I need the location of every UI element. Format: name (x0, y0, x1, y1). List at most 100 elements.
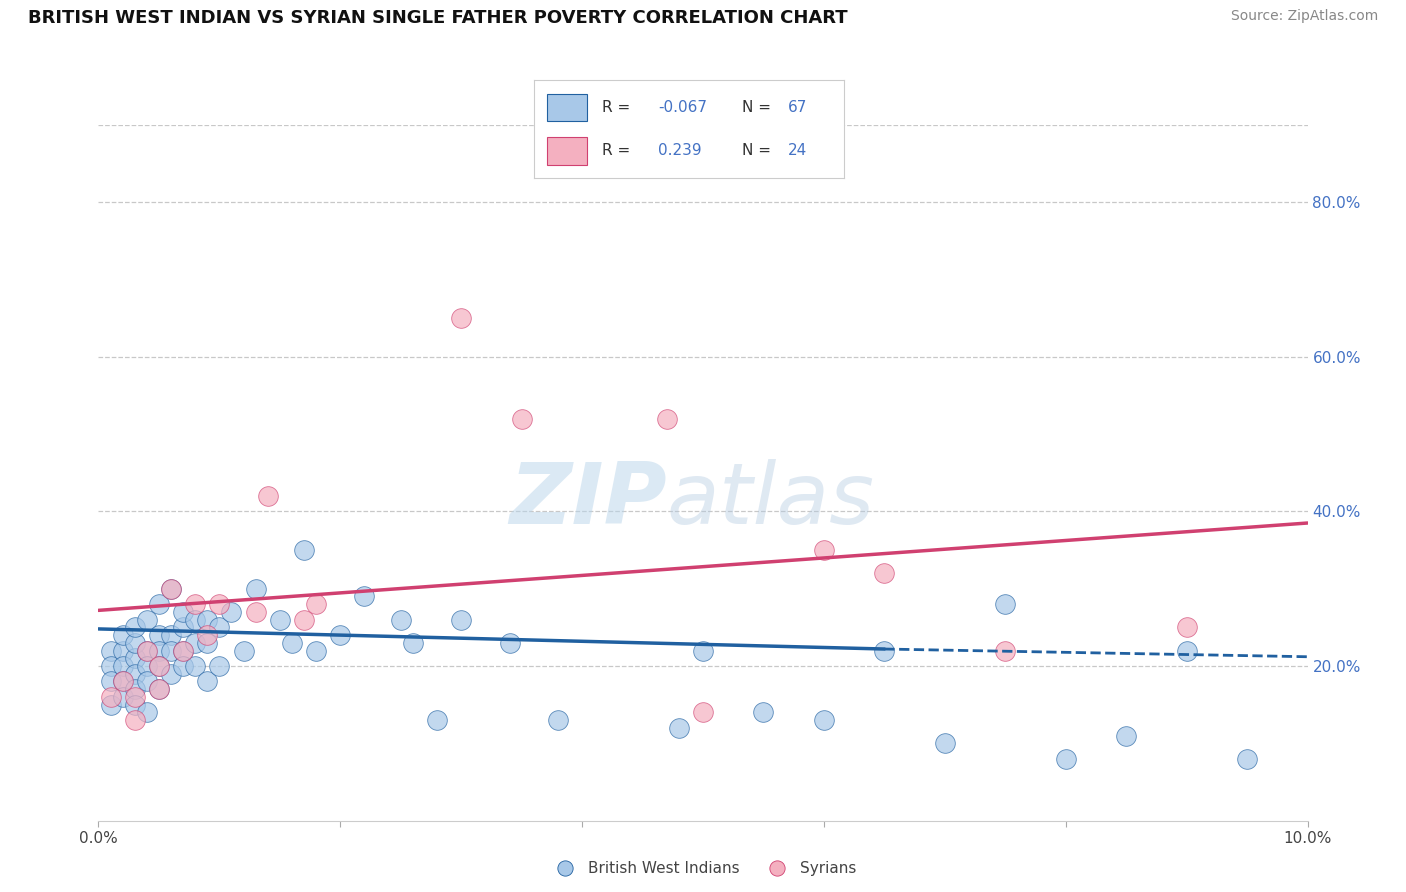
Point (148, 597, 170, 611)
Point (329, 628, 352, 642)
Point (135, 659, 157, 673)
FancyBboxPatch shape (547, 137, 586, 165)
Point (124, 682, 146, 697)
Point (813, 543, 835, 558)
Point (655, 411, 678, 425)
Point (100, 690, 122, 704)
Text: N =: N = (741, 144, 775, 159)
Point (148, 643, 170, 657)
Point (1175, 643, 1198, 657)
Point (994, 597, 1017, 611)
Point (994, 643, 1017, 657)
Point (111, 643, 134, 657)
FancyBboxPatch shape (547, 94, 586, 121)
Point (184, 613, 207, 627)
Point (135, 643, 157, 657)
Point (208, 620, 231, 634)
Point (148, 682, 170, 697)
Point (426, 713, 449, 727)
Point (111, 674, 134, 689)
Point (208, 659, 231, 673)
Point (1175, 620, 1198, 634)
Point (124, 651, 146, 665)
Point (547, 713, 569, 727)
Point (160, 582, 183, 596)
Text: BRITISH WEST INDIAN VS SYRIAN SINGLE FATHER POVERTY CORRELATION CHART: BRITISH WEST INDIAN VS SYRIAN SINGLE FAT… (28, 9, 848, 27)
Text: -0.067: -0.067 (658, 100, 707, 115)
Point (124, 636, 146, 650)
Point (353, 590, 375, 604)
Point (124, 620, 146, 634)
Point (184, 636, 207, 650)
Text: R =: R = (602, 144, 640, 159)
Text: ZIP: ZIP (509, 459, 666, 542)
Point (281, 636, 304, 650)
Point (160, 628, 183, 642)
Point (148, 628, 170, 642)
Point (124, 690, 146, 704)
Point (450, 311, 472, 326)
Point (934, 736, 956, 750)
Point (221, 605, 243, 619)
Point (184, 597, 207, 611)
Point (135, 706, 157, 720)
Point (195, 674, 218, 689)
Point (111, 674, 134, 689)
Point (195, 613, 218, 627)
Text: atlas: atlas (666, 459, 875, 542)
Point (100, 674, 122, 689)
Text: Source: ZipAtlas.com: Source: ZipAtlas.com (1230, 9, 1378, 23)
Text: 24: 24 (787, 144, 807, 159)
Point (1115, 729, 1137, 743)
Point (292, 543, 315, 558)
Point (195, 628, 218, 642)
Text: 0.239: 0.239 (658, 144, 702, 159)
Point (232, 643, 254, 657)
Point (873, 566, 896, 581)
Point (389, 613, 412, 627)
Point (510, 411, 533, 425)
Point (269, 613, 291, 627)
Point (172, 643, 194, 657)
Point (160, 582, 183, 596)
Point (111, 628, 134, 642)
Point (124, 713, 146, 727)
Point (124, 666, 146, 681)
Point (668, 721, 690, 735)
Point (100, 659, 122, 673)
Point (135, 674, 157, 689)
Point (172, 659, 194, 673)
Point (692, 643, 714, 657)
Point (148, 682, 170, 697)
Point (752, 706, 775, 720)
Point (813, 713, 835, 727)
Point (208, 597, 231, 611)
Point (111, 690, 134, 704)
Legend: British West Indians, Syrians: British West Indians, Syrians (543, 855, 863, 882)
Point (256, 489, 278, 503)
Point (111, 659, 134, 673)
Point (245, 582, 267, 596)
Point (245, 605, 267, 619)
Point (124, 698, 146, 712)
Point (100, 643, 122, 657)
Point (148, 659, 170, 673)
Point (305, 597, 328, 611)
Point (402, 636, 425, 650)
Text: R =: R = (602, 100, 636, 115)
Point (172, 620, 194, 634)
Point (1236, 752, 1258, 766)
Point (305, 643, 328, 657)
Text: 67: 67 (787, 100, 807, 115)
Point (292, 613, 315, 627)
Point (135, 643, 157, 657)
Point (172, 605, 194, 619)
Point (184, 659, 207, 673)
Point (160, 643, 183, 657)
Point (148, 659, 170, 673)
Point (873, 643, 896, 657)
Point (172, 643, 194, 657)
Point (135, 613, 157, 627)
Point (1054, 752, 1077, 766)
Point (498, 636, 520, 650)
